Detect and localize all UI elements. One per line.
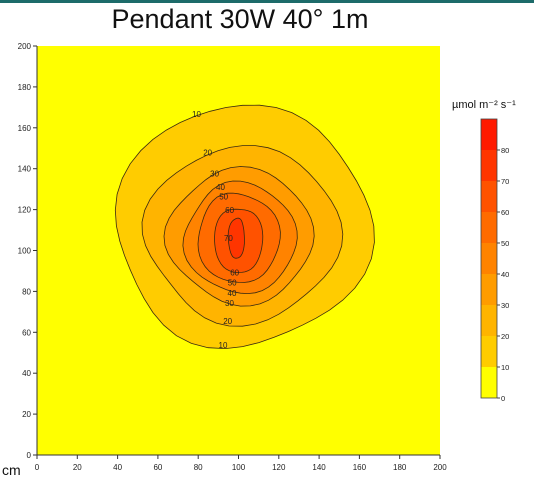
x-tick-label: 180 bbox=[393, 463, 407, 472]
colorbar-frame bbox=[480, 118, 498, 399]
chart-title: Pendant 30W 40° 1m bbox=[111, 4, 369, 34]
contour-label-50: 50 bbox=[228, 279, 237, 288]
colorbar-segment bbox=[481, 119, 497, 150]
contour-label-30: 30 bbox=[225, 299, 234, 308]
colorbar-segment bbox=[481, 243, 497, 274]
x-tick-label: 60 bbox=[153, 463, 162, 472]
colorbar-tick-label: 80 bbox=[501, 146, 509, 155]
contour-label-30: 30 bbox=[210, 169, 219, 178]
colorbar-segment bbox=[481, 274, 497, 305]
contour-label-40: 40 bbox=[228, 289, 237, 298]
colorbar-tick-label: 50 bbox=[501, 239, 509, 248]
colorbar-segment bbox=[481, 150, 497, 181]
y-tick-label: 40 bbox=[22, 369, 31, 378]
y-tick-label: 180 bbox=[18, 83, 32, 92]
contour-label-70: 70 bbox=[224, 234, 233, 243]
x-tick-label: 140 bbox=[312, 463, 326, 472]
colorbar-tick-label: 40 bbox=[501, 270, 509, 279]
colorbar-tick-label: 10 bbox=[501, 363, 509, 372]
colorbar-segment bbox=[481, 305, 497, 336]
y-tick-label: 60 bbox=[22, 328, 31, 337]
contour-label-50: 50 bbox=[219, 192, 228, 201]
x-tick-label: 0 bbox=[35, 463, 40, 472]
y-tick-label: 120 bbox=[18, 206, 32, 215]
colorbar-segment bbox=[481, 367, 497, 398]
x-tick-label: 160 bbox=[353, 463, 367, 472]
x-tick-label: 20 bbox=[73, 463, 82, 472]
colorbar-segment bbox=[481, 212, 497, 243]
colorbar-tick-label: 20 bbox=[501, 332, 509, 341]
x-tick-label: 100 bbox=[232, 463, 246, 472]
colorbar-segment bbox=[481, 181, 497, 212]
colorbar-segment bbox=[481, 336, 497, 367]
contour-label-60: 60 bbox=[225, 206, 234, 215]
axis-unit-label: cm bbox=[2, 462, 21, 478]
contour-label-20: 20 bbox=[203, 148, 212, 157]
colorbar: 0 10 20 30 40 50 60 70 80 bbox=[480, 118, 509, 403]
contour-label-60: 60 bbox=[230, 269, 239, 278]
top-strip bbox=[0, 0, 534, 3]
colorbar-tick-label: 60 bbox=[501, 208, 509, 217]
contour-label-10: 10 bbox=[219, 341, 228, 350]
contour-70 bbox=[227, 217, 245, 259]
y-tick-label: 160 bbox=[18, 124, 32, 133]
colorbar-tick-label: 30 bbox=[501, 301, 509, 310]
colorbar-units-label: µmol m⁻² s⁻¹ bbox=[452, 99, 516, 111]
colorbar-tick-label: 0 bbox=[501, 394, 505, 403]
y-tick-label: 140 bbox=[18, 165, 32, 174]
colorbar-tick-label: 70 bbox=[501, 177, 509, 186]
y-tick-label: 200 bbox=[18, 42, 32, 51]
contour-label-40: 40 bbox=[216, 183, 225, 192]
x-tick-label: 120 bbox=[272, 463, 286, 472]
x-tick-label: 40 bbox=[113, 463, 122, 472]
y-tick-label: 100 bbox=[18, 247, 32, 256]
x-tick-label: 80 bbox=[194, 463, 203, 472]
contour-label-10: 10 bbox=[192, 110, 201, 119]
x-tick-label: 200 bbox=[433, 463, 447, 472]
y-tick-label: 0 bbox=[27, 451, 32, 460]
contour-label-20: 20 bbox=[223, 317, 232, 326]
y-tick-label: 80 bbox=[22, 287, 31, 296]
axes: 0 20 40 60 80 100 120 140 160 180 200 0 20 40 60 80 100 1… bbox=[18, 42, 448, 472]
contour-layer bbox=[114, 104, 375, 350]
y-tick-label: 20 bbox=[22, 410, 31, 419]
